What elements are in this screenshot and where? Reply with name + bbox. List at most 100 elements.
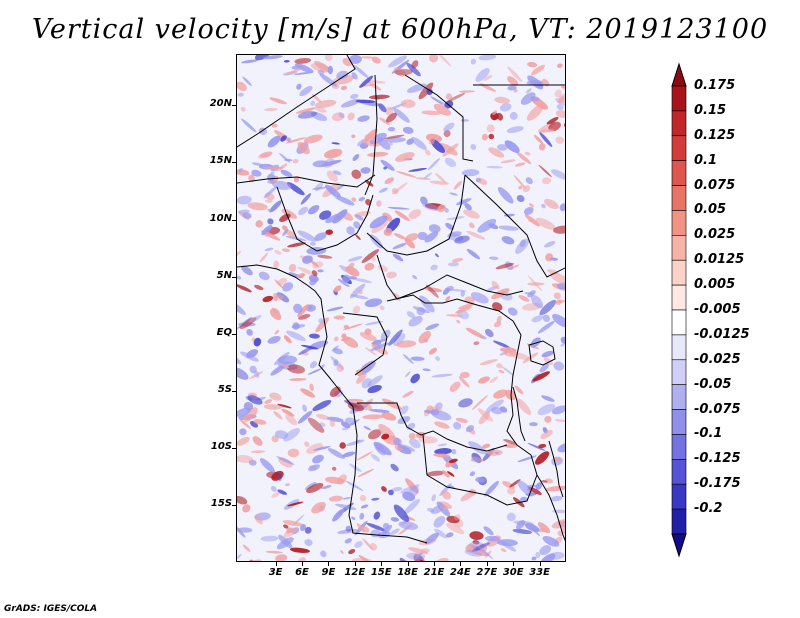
velocity-cell [442,470,450,478]
velocity-cell [381,412,397,421]
lon-tick [328,562,330,566]
velocity-cell [311,270,318,277]
velocity-cell [470,58,477,65]
velocity-cell [334,503,357,510]
velocity-cell [347,402,364,412]
velocity-cell [446,216,465,220]
velocity-cell [537,522,551,534]
velocity-cell [333,285,342,292]
velocity-cell [277,473,283,482]
velocity-cell [309,259,319,268]
velocity-cell [309,277,318,286]
velocity-cell [331,112,345,122]
velocity-cell [406,62,421,77]
velocity-cell [542,536,560,547]
velocity-cell [471,395,488,410]
velocity-cell [368,94,390,100]
velocity-cell [516,151,532,165]
velocity-cell [367,80,386,84]
velocity-cell [258,271,270,281]
colorbar-swatch [671,309,687,336]
velocity-cell [255,220,263,228]
velocity-cell [485,399,504,413]
velocity-cell [406,552,426,560]
border-angola-south [348,434,428,544]
colorbar-label: -0.125 [694,451,741,467]
velocity-cell [503,348,517,357]
velocity-cell [394,152,415,162]
velocity-cell [346,226,355,235]
velocity-cell [320,159,342,167]
velocity-cell [263,55,283,60]
velocity-cell [514,162,526,167]
velocity-cell [422,368,431,372]
velocity-cell [477,408,493,422]
velocity-cell [417,231,428,241]
velocity-cell [390,463,399,472]
velocity-cell [274,430,289,439]
velocity-cell [373,511,381,520]
velocity-cell [344,538,352,544]
velocity-cell [237,436,250,446]
velocity-cell [531,315,544,323]
velocity-cell [289,378,307,381]
velocity-cell [241,118,257,133]
velocity-cell [499,103,512,112]
velocity-cell [332,209,348,224]
velocity-cell [392,253,404,262]
velocity-cell [437,204,446,213]
velocity-cell [518,185,523,190]
velocity-cell [287,501,304,507]
velocity-cell [340,421,351,429]
velocity-cell [538,164,552,178]
velocity-cell [267,218,274,225]
colorbar-arrow-bottom [671,533,687,558]
colorbar-swatch [671,284,687,311]
velocity-cell [331,466,337,471]
velocity-cell [277,403,292,409]
velocity-cell [451,448,457,455]
velocity-cell [329,386,341,397]
velocity-cell [538,143,546,151]
velocity-cell [439,501,453,509]
velocity-cell [295,107,317,114]
velocity-cell [323,158,335,168]
velocity-cell [239,317,257,329]
velocity-cell [410,356,425,361]
velocity-cell [281,248,291,252]
velocity-cell [530,295,544,309]
velocity-cell [307,417,325,433]
velocity-cell [527,443,546,451]
velocity-cell [283,427,301,442]
colorbar-label: -0.175 [694,476,741,492]
velocity-cell [513,174,527,190]
velocity-cell [497,144,508,151]
velocity-cell [300,272,305,278]
velocity-cell [237,92,244,97]
velocity-cell [264,199,273,203]
velocity-cell [434,528,448,539]
velocity-cell [285,414,298,426]
velocity-cell [360,167,371,174]
velocity-cell [469,531,484,541]
velocity-cell [394,69,413,76]
velocity-cell [297,410,313,424]
velocity-cell [272,293,278,302]
velocity-cell [492,110,498,116]
lat-tick [232,276,236,278]
velocity-cell [307,205,320,215]
velocity-cell [482,443,491,449]
velocity-cell [379,187,388,193]
velocity-cell [339,442,346,449]
velocity-cell [434,557,449,561]
velocity-cell [402,491,416,502]
velocity-cell [544,415,552,423]
velocity-cell [267,335,281,344]
velocity-cell [278,534,293,549]
velocity-cell [353,221,361,229]
velocity-cell [390,517,400,522]
velocity-cell [318,318,324,324]
velocity-cell [237,356,242,365]
velocity-cell [520,92,536,105]
colorbar-label: 0.125 [694,127,736,143]
